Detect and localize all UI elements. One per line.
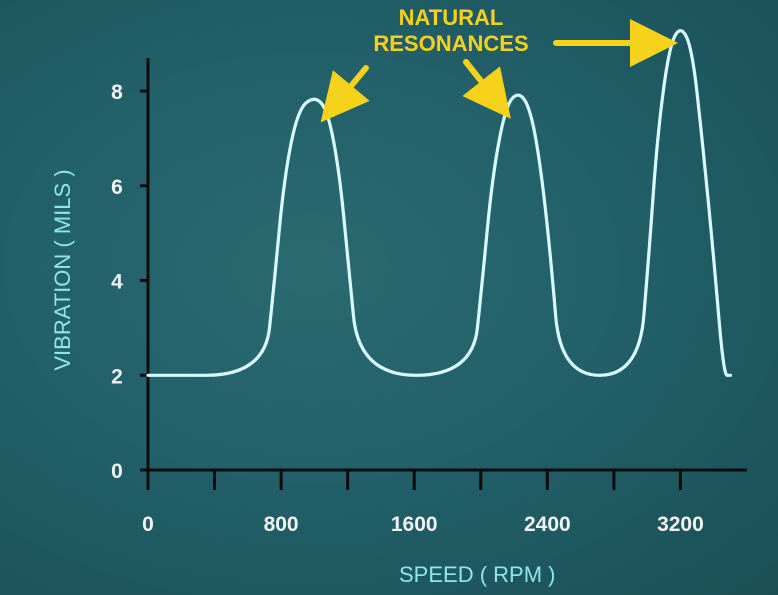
x-tick-label: 0 [142,513,154,536]
x-tick-label: 800 [264,513,299,536]
y-tick-label: 2 [111,365,123,388]
vibration-series-line [146,29,732,377]
y-tick-label: 4 [111,271,123,294]
x-tick-label: 3200 [657,513,704,536]
axes [146,58,747,472]
y-tick-label: 6 [111,176,123,199]
x-tick-label: 2400 [524,513,571,536]
annotation-arrow-2 [462,59,511,119]
y-tick-label: 8 [111,81,123,104]
axis-ticks: 0 2 4 6 8 0 800 1600 2400 3200 [111,81,704,536]
annotation-line-1: NATURAL [399,5,504,30]
annotation-line-2: RESONANCES [373,31,528,56]
y-tick-label: 0 [111,460,123,483]
annotation-group: NATURAL RESONANCES [320,5,678,123]
x-tick-label: 1600 [391,513,438,536]
annotation-arrow-1 [320,65,370,123]
x-axis-title: SPEED ( RPM ) [399,562,555,587]
series-group [146,29,732,377]
y-axis-title: VIBRATION ( MILS ) [50,169,75,370]
